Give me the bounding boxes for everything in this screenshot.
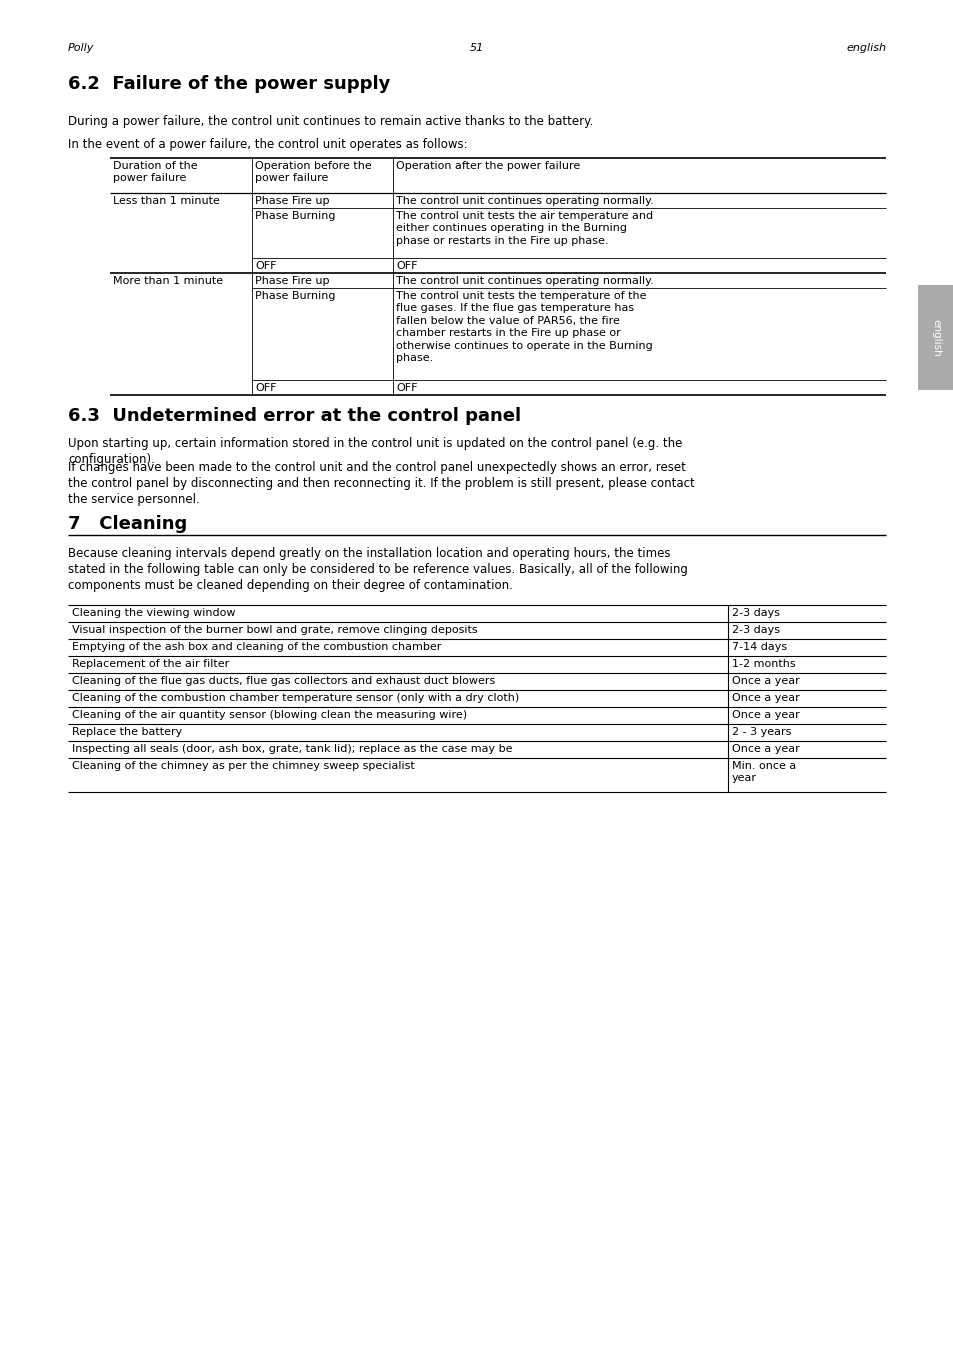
Text: More than 1 minute: More than 1 minute xyxy=(112,275,223,286)
Text: Cleaning the viewing window: Cleaning the viewing window xyxy=(71,608,235,618)
Text: Less than 1 minute: Less than 1 minute xyxy=(112,196,219,207)
Text: Because cleaning intervals depend greatly on the installation location and opera: Because cleaning intervals depend greatl… xyxy=(68,547,687,593)
Text: 7   Cleaning: 7 Cleaning xyxy=(68,514,187,533)
Text: 2-3 days: 2-3 days xyxy=(731,625,780,634)
Text: Cleaning of the air quantity sensor (blowing clean the measuring wire): Cleaning of the air quantity sensor (blo… xyxy=(71,710,467,720)
Text: Operation before the
power failure: Operation before the power failure xyxy=(254,161,372,184)
Text: Inspecting all seals (door, ash box, grate, tank lid); replace as the case may b: Inspecting all seals (door, ash box, gra… xyxy=(71,744,512,755)
Text: 6.2  Failure of the power supply: 6.2 Failure of the power supply xyxy=(68,76,390,93)
Text: In the event of a power failure, the control unit operates as follows:: In the event of a power failure, the con… xyxy=(68,138,467,151)
Text: Phase Fire up: Phase Fire up xyxy=(254,196,329,207)
Text: 2 - 3 years: 2 - 3 years xyxy=(731,728,791,737)
Text: OFF: OFF xyxy=(254,261,276,271)
Text: Once a year: Once a year xyxy=(731,676,799,686)
Text: 1-2 months: 1-2 months xyxy=(731,659,795,670)
Text: Polly: Polly xyxy=(68,43,94,53)
Text: 51: 51 xyxy=(470,43,483,53)
Text: Once a year: Once a year xyxy=(731,693,799,703)
Bar xyxy=(917,285,953,390)
Text: Phase Burning: Phase Burning xyxy=(254,211,335,221)
Text: Cleaning of the flue gas ducts, flue gas collectors and exhaust duct blowers: Cleaning of the flue gas ducts, flue gas… xyxy=(71,676,495,686)
Text: The control unit continues operating normally.: The control unit continues operating nor… xyxy=(395,196,653,207)
Text: Phase Burning: Phase Burning xyxy=(254,292,335,301)
Text: Cleaning of the combustion chamber temperature sensor (only with a dry cloth): Cleaning of the combustion chamber tempe… xyxy=(71,693,518,703)
Text: OFF: OFF xyxy=(395,383,417,393)
Text: Duration of the
power failure: Duration of the power failure xyxy=(112,161,197,184)
Text: Phase Fire up: Phase Fire up xyxy=(254,275,329,286)
Text: If changes have been made to the control unit and the control panel unexpectedly: If changes have been made to the control… xyxy=(68,460,694,506)
Text: 2-3 days: 2-3 days xyxy=(731,608,780,618)
Text: Min. once a
year: Min. once a year xyxy=(731,761,796,783)
Text: The control unit tests the air temperature and
either continues operating in the: The control unit tests the air temperatu… xyxy=(395,211,653,246)
Text: 6.3  Undetermined error at the control panel: 6.3 Undetermined error at the control pa… xyxy=(68,406,520,425)
Text: Replace the battery: Replace the battery xyxy=(71,728,182,737)
Text: OFF: OFF xyxy=(254,383,276,393)
Text: Upon starting up, certain information stored in the control unit is updated on t: Upon starting up, certain information st… xyxy=(68,437,681,466)
Text: Replacement of the air filter: Replacement of the air filter xyxy=(71,659,229,670)
Text: Once a year: Once a year xyxy=(731,710,799,720)
Text: Emptying of the ash box and cleaning of the combustion chamber: Emptying of the ash box and cleaning of … xyxy=(71,643,441,652)
Text: 7-14 days: 7-14 days xyxy=(731,643,786,652)
Text: Cleaning of the chimney as per the chimney sweep specialist: Cleaning of the chimney as per the chimn… xyxy=(71,761,415,771)
Text: Once a year: Once a year xyxy=(731,744,799,755)
Text: OFF: OFF xyxy=(395,261,417,271)
Text: During a power failure, the control unit continues to remain active thanks to th: During a power failure, the control unit… xyxy=(68,115,593,128)
Text: english: english xyxy=(845,43,885,53)
Text: The control unit tests the temperature of the
flue gases. If the flue gas temper: The control unit tests the temperature o… xyxy=(395,292,652,363)
Text: The control unit continues operating normally.: The control unit continues operating nor… xyxy=(395,275,653,286)
Text: Operation after the power failure: Operation after the power failure xyxy=(395,161,579,171)
Text: english: english xyxy=(930,319,940,356)
Text: Visual inspection of the burner bowl and grate, remove clinging deposits: Visual inspection of the burner bowl and… xyxy=(71,625,477,634)
